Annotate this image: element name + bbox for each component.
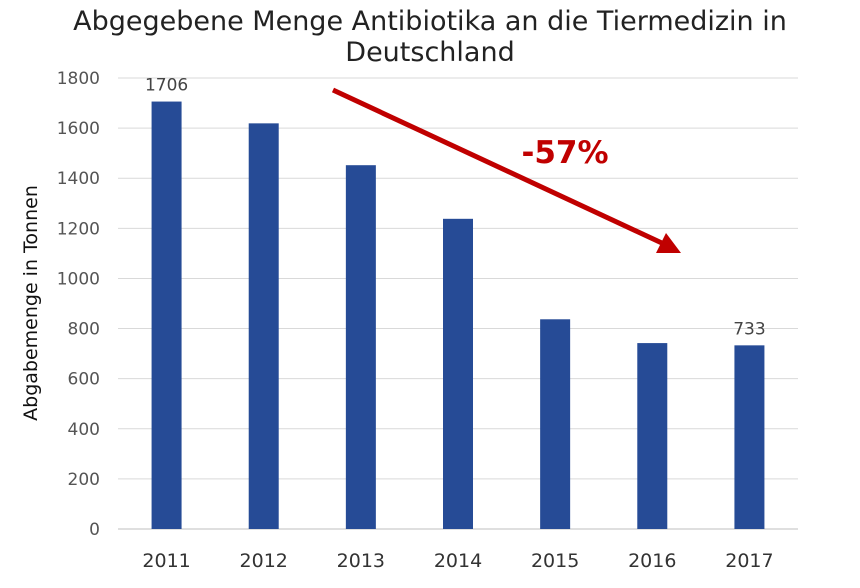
percent-change-annotation: -57%: [521, 135, 608, 171]
bar-2013: [345, 165, 376, 529]
data-label-2011: 1706: [145, 76, 188, 96]
y-tick-label: 1600: [57, 119, 100, 139]
x-tick-label: 2014: [434, 550, 482, 572]
data-label-2017: 733: [733, 319, 765, 339]
bar-2014: [443, 218, 473, 529]
bar-2015: [540, 319, 571, 529]
bar-2012: [248, 123, 279, 529]
x-tick-label: 2012: [240, 550, 288, 572]
y-tick-label: 200: [68, 470, 100, 490]
trend-arrow-head: [656, 233, 681, 253]
y-tick-label: 1000: [57, 269, 100, 289]
y-tick-label: 0: [89, 520, 100, 540]
y-axis-label: Abgabemenge in Tonnen: [20, 185, 42, 421]
trend-arrow: [331, 87, 681, 253]
y-tick-label: 1800: [57, 69, 100, 89]
x-tick-label: 2011: [142, 550, 190, 572]
bar-2016: [637, 343, 668, 529]
y-axis-ticks: 0 200 400 600 800 1000 1200 1400 1600 1800: [57, 69, 100, 540]
bar-2017: [734, 345, 765, 529]
data-labels: 1706 733: [145, 76, 766, 340]
x-axis-ticks: 2011 2012 2013 2014 2015 2016 2017: [142, 550, 773, 572]
y-tick-label: 800: [68, 320, 100, 340]
x-tick-label: 2016: [628, 550, 676, 572]
y-tick-label: 1400: [57, 169, 100, 189]
bar-2011: [151, 101, 182, 530]
x-tick-label: 2017: [725, 550, 773, 572]
x-tick-label: 2013: [337, 550, 385, 572]
y-tick-label: 400: [68, 420, 100, 440]
y-tick-label: 1200: [57, 219, 100, 239]
bars: [151, 101, 765, 530]
chart-title: Abgegebene Menge Antibiotika an die Tier…: [73, 6, 787, 68]
trend-arrow-shaft: [331, 87, 666, 247]
x-tick-label: 2015: [531, 550, 579, 572]
y-tick-label: 600: [68, 370, 100, 390]
